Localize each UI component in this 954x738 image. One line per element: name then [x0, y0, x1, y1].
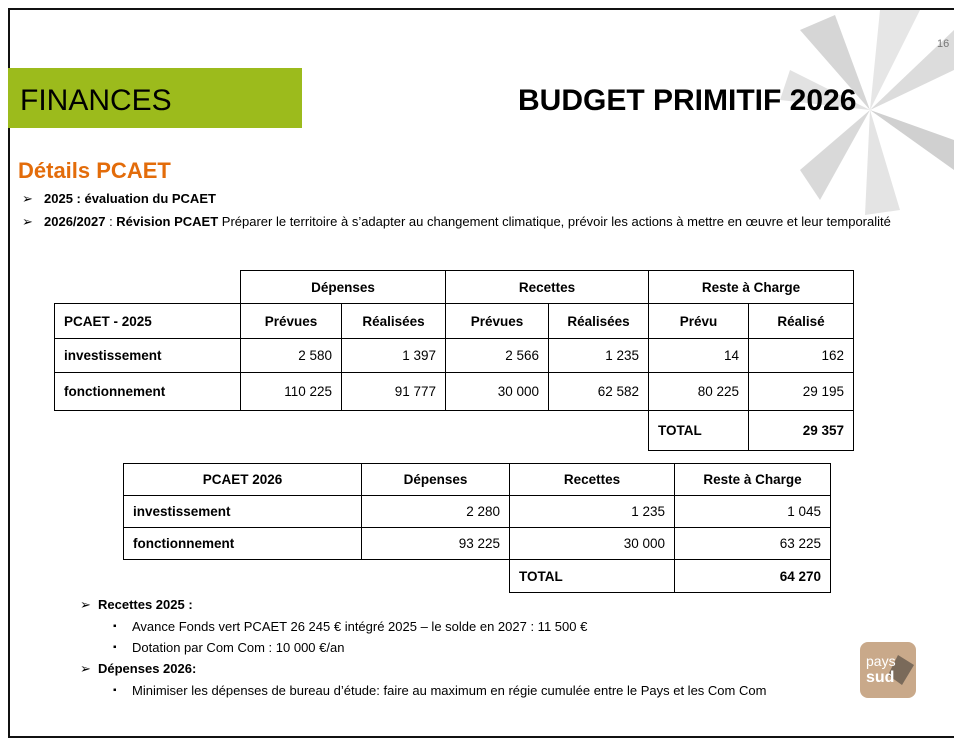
cell: fonctionnement: [123, 527, 362, 560]
section: FINANCES: [20, 84, 172, 117]
cell: 30 000: [445, 372, 550, 411]
note-item: Avance Fonds vert PCAET 26 245 € intégré…: [132, 619, 588, 634]
table-2025: Dépenses Recettes Reste à Charge PCAET - 20…: [54, 270, 855, 451]
bullet-arrow: ➢: [22, 214, 33, 229]
cell: 93 225: [361, 527, 510, 560]
cell: 1 397: [340, 338, 447, 373]
note-item: Minimiser les dépenses de bureau d’étude…: [132, 683, 767, 698]
column-header: Prévues: [445, 303, 550, 339]
note-item: Dotation par Com Com : 10 000 €/an: [132, 640, 345, 655]
group-header: Dépenses: [239, 270, 447, 304]
note-arrow: ➢: [80, 597, 91, 612]
cell: 2 580: [240, 338, 342, 373]
row: PCAET 2026 Dépenses Recettes Reste à Charge: [123, 463, 831, 496]
row: PCAET - 2025 Prévues Réalisées Prévues Réali…: [54, 303, 855, 339]
bullet-arrow: ➢: [22, 191, 33, 206]
cell: 2 566: [445, 338, 550, 373]
bullet-segment: :: [105, 214, 117, 229]
column-header: Réalisées: [548, 303, 650, 339]
title: BUDGET PRIMITIF 2026: [518, 84, 857, 117]
row: investissement 2 580 1 397 2 566 1 235 14 162: [54, 338, 855, 373]
note-square: ▪: [113, 642, 117, 653]
note-square: ▪: [113, 621, 117, 632]
column-header: Réalisé: [748, 303, 855, 339]
bullet-text: 2026/2027 : Révision PCAET Préparer le t…: [44, 211, 912, 232]
bullet-segment: 2025 : évaluation du PCAET: [44, 191, 216, 206]
cell: 62 582: [548, 372, 650, 411]
cell: 29 195: [748, 372, 855, 411]
cell: 1 235: [509, 495, 675, 528]
column-header: Reste à Charge: [674, 463, 831, 496]
blank-cell: [446, 411, 549, 451]
pinwheel: [780, 10, 954, 215]
subtitle: Détails PCAET: [18, 158, 171, 183]
note-square: ▪: [113, 685, 117, 696]
cell: investissement: [123, 495, 362, 528]
column-header: Dépenses: [361, 463, 510, 496]
column-header: Réalisées: [340, 303, 447, 339]
cell: 110 225: [240, 372, 342, 411]
row: Dépenses Recettes Reste à Charge: [55, 270, 855, 304]
bullet-segment: Préparer le territoire à s’adapter au ch…: [218, 214, 891, 229]
bullet: ➢ 2025 : évaluation du PCAET: [22, 188, 912, 209]
bullet: ➢ 2026/2027 : Révision PCAET Préparer le …: [22, 211, 912, 232]
cell: 1 045: [674, 495, 831, 528]
column-header: PCAET 2026: [123, 463, 362, 496]
cell: 91 777: [340, 372, 447, 411]
blank-cell: [342, 411, 446, 451]
group-header: Reste à Charge: [648, 270, 855, 304]
table-2026: PCAET 2026 Dépenses Recettes Reste à Charge…: [123, 463, 831, 593]
note-arrow: ➢: [80, 661, 91, 676]
column-header: Prévu: [648, 303, 750, 339]
total-label: TOTAL: [648, 410, 750, 451]
logo-text: pays: [866, 653, 896, 669]
cell: investissement: [54, 338, 241, 373]
slide: FINANCES BUDGET PRIMITIF 2026 16 Détails…: [8, 8, 954, 738]
bullet-segment: Révision PCAET: [116, 214, 219, 229]
group-header: Recettes: [445, 270, 650, 304]
total-row: TOTAL 64 270: [124, 559, 831, 593]
note-title: Dépenses 2026:: [98, 661, 197, 676]
bullet-segment: 2026/2027: [44, 214, 106, 229]
cell: fonctionnement: [54, 372, 241, 411]
total-value: 64 270: [674, 559, 831, 593]
blank-cell: [55, 411, 241, 451]
row: investissement 2 280 1 235 1 045: [123, 495, 831, 528]
cell: 2 280: [361, 495, 510, 528]
row: fonctionnement 93 225 30 000 63 225: [123, 527, 831, 560]
cell: 14: [648, 338, 750, 373]
column-header: Recettes: [509, 463, 675, 496]
total-value: 29 357: [748, 410, 855, 451]
cell: 1 235: [548, 338, 650, 373]
blank-cell: [124, 560, 362, 593]
blank-cell: [55, 271, 241, 304]
row: fonctionnement 110 225 91 777 30 000 62 582 8…: [54, 372, 855, 411]
total-row: TOTAL 29 357: [55, 410, 855, 451]
blank-cell: [362, 560, 510, 593]
cell: 162: [748, 338, 855, 373]
cell: 80 225: [648, 372, 750, 411]
note-title: Recettes 2025 :: [98, 597, 193, 612]
blank-cell: [241, 411, 342, 451]
cell: 63 225: [674, 527, 831, 560]
blank-cell: [549, 411, 649, 451]
page-number: 16: [937, 38, 950, 50]
column-header: PCAET - 2025: [54, 303, 241, 339]
logo: pays sud: [860, 642, 916, 698]
header-band: [8, 68, 302, 128]
bullet-text: 2025 : évaluation du PCAET: [44, 188, 912, 209]
column-header: Prévues: [240, 303, 342, 339]
logo-text: sud: [866, 669, 894, 686]
total-label: TOTAL: [509, 559, 675, 593]
cell: 30 000: [509, 527, 675, 560]
